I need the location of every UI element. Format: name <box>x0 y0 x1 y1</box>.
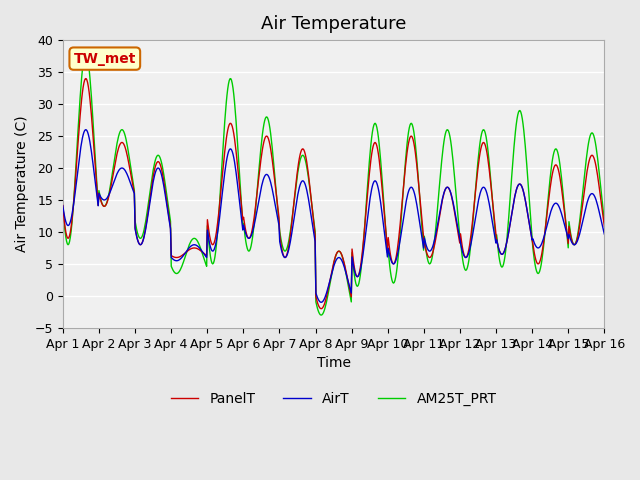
AirT <box>600 231 608 237</box>
X-axis label: Time: Time <box>317 356 351 370</box>
AM25T_PRT <box>209 261 216 267</box>
AM25T_PRT <box>59 203 67 208</box>
AM25T_PRT <box>83 50 90 56</box>
PanelT <box>68 212 76 217</box>
Title: Air Temperature: Air Temperature <box>261 15 406 33</box>
PanelT <box>401 170 408 176</box>
AirT <box>68 208 76 214</box>
PanelT <box>209 242 216 248</box>
AirT <box>59 203 67 209</box>
AM25T_PRT <box>317 312 325 318</box>
AirT <box>125 176 133 182</box>
AirT <box>180 252 188 258</box>
PanelT <box>180 251 188 257</box>
AirT <box>401 207 408 213</box>
PanelT <box>417 203 424 209</box>
PanelT <box>600 223 608 229</box>
AM25T_PRT <box>68 213 76 219</box>
Line: AirT: AirT <box>63 130 604 302</box>
AirT <box>317 300 325 305</box>
Line: PanelT: PanelT <box>63 79 604 309</box>
AirT <box>209 248 216 254</box>
Text: TW_met: TW_met <box>74 52 136 66</box>
AM25T_PRT <box>417 208 424 214</box>
AM25T_PRT <box>180 257 188 263</box>
Line: AM25T_PRT: AM25T_PRT <box>63 53 604 315</box>
PanelT <box>83 76 90 82</box>
PanelT <box>317 306 325 312</box>
PanelT <box>59 203 67 208</box>
AM25T_PRT <box>401 167 408 173</box>
AirT <box>83 127 90 132</box>
AM25T_PRT <box>600 219 608 225</box>
PanelT <box>125 162 133 168</box>
AM25T_PRT <box>125 154 133 159</box>
AirT <box>417 226 424 232</box>
Legend: PanelT, AirT, AM25T_PRT: PanelT, AirT, AM25T_PRT <box>165 386 502 412</box>
Y-axis label: Air Temperature (C): Air Temperature (C) <box>15 116 29 252</box>
